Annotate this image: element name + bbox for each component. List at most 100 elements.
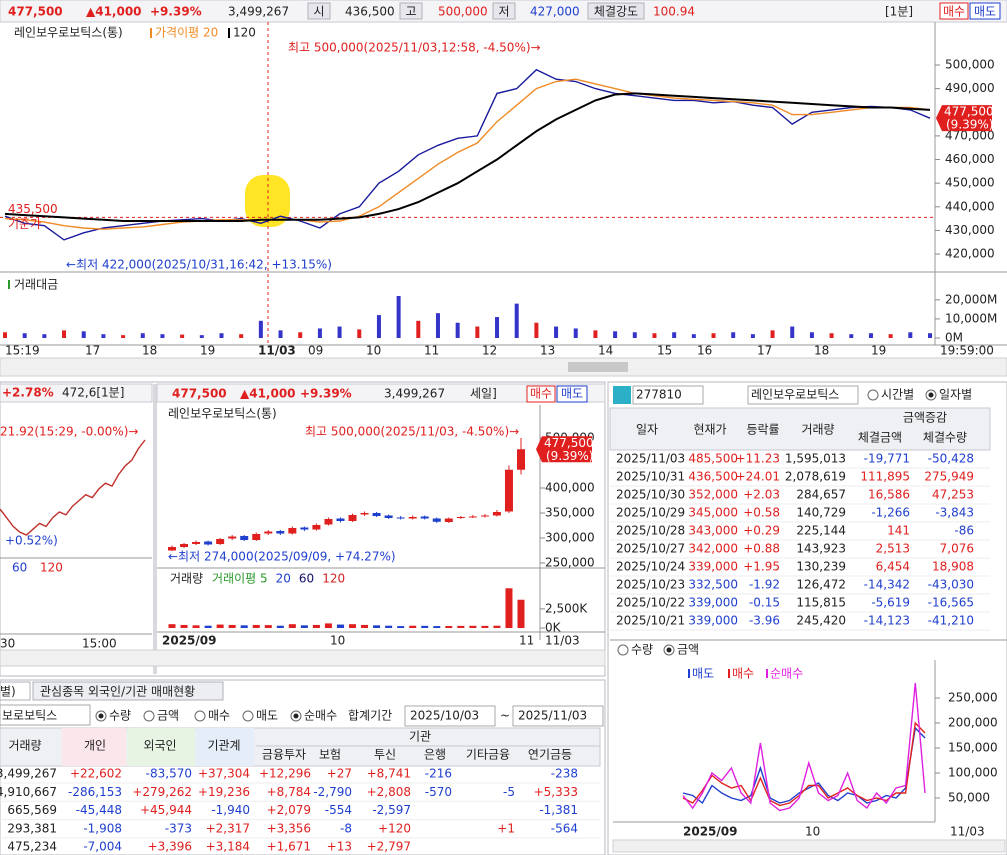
volume-bar [445,626,453,628]
label[interactable]: 일자별 [939,388,972,402]
volume-bar [239,334,244,338]
scroll-thumb[interactable] [568,362,628,372]
legend-entry: 가격이평 20 [155,26,218,40]
label: 세일] [470,387,497,401]
volume-bar [672,332,677,338]
scrollbar[interactable] [0,649,606,667]
cell: +0.88 [743,542,780,556]
label[interactable]: 매도 [561,387,583,401]
label[interactable]: 2025/10/03 [410,709,479,723]
cell: +279,262 [132,785,192,799]
cell: +37,304 [198,767,250,781]
code-input[interactable] [632,385,704,405]
cell: +45,944 [140,803,192,817]
cell: +120 [378,821,411,835]
buy-button[interactable] [526,385,556,403]
candle-body [372,513,381,516]
legend-entry: 거래이평 5 [212,572,268,586]
column-header: 일자 [636,423,658,437]
radio[interactable] [194,710,206,722]
y-tick-label: 460,000 [945,152,995,166]
label: 472,6[1분] [62,386,124,400]
label[interactable]: 매도 [974,5,996,19]
label[interactable]: 시간별 [881,388,914,402]
candle-body [264,531,273,534]
volume-bar [298,332,303,338]
label: 477,500 [944,105,994,119]
column-header: 은행 [424,747,446,762]
cell: -0.15 [749,596,780,610]
cell: 485,500 [688,452,738,466]
y-tick-label: 300,000 [545,531,595,545]
label[interactable]: 관심종목 외국인/기관 매매현황 [40,685,195,699]
cell: -5 [503,785,515,799]
radio[interactable] [867,389,879,401]
cell: -564 [551,821,578,835]
panel-header [0,383,153,403]
tab[interactable] [0,681,31,701]
volume-bar [632,332,637,338]
cell: 339,000 [688,560,738,574]
x-tick-label: 13 [540,344,555,358]
legend-swatch [150,28,152,38]
label[interactable]: 매수 [943,5,965,19]
scrollbar[interactable] [612,839,1006,853]
candle-body [480,515,489,517]
cell: 18,908 [932,560,974,574]
header-cell [127,728,195,766]
sell-button[interactable] [969,2,1001,20]
y-tick-label: 0K [545,621,562,635]
label: ~ [500,709,510,723]
label[interactable]: 매수 [208,709,230,723]
cell: 2,513 [876,542,910,556]
volume-bar [336,624,344,628]
tab[interactable] [32,681,224,701]
volume-bar [385,625,393,628]
label: +9.39% [300,387,352,401]
scrollbar[interactable] [0,357,1007,377]
candle-body [348,515,357,521]
volume-bar [361,624,369,628]
volume-bar [324,623,332,628]
label[interactable]: 매수 [530,387,552,401]
legend-swatch [766,669,768,678]
x-tick-label: 15:19 [5,344,40,358]
chart-title: 레인보우로보틱스(통) [168,407,277,421]
label[interactable]: 금액 [677,643,699,657]
label[interactable]: 순매수 [304,709,337,723]
cell: +1.95 [743,560,780,574]
volume-bar [469,625,477,628]
volume-bar [475,326,480,338]
radio[interactable] [242,710,254,722]
label[interactable]: 수량 [109,709,131,723]
cell: +2,079 [267,803,311,817]
label[interactable]: 수량 [631,643,653,657]
x-tick-label: 15 [657,344,672,358]
cell: 245,420 [796,614,846,628]
date-input[interactable] [512,705,604,727]
column-header: 개인 [84,739,106,753]
radio[interactable] [617,644,629,656]
radio[interactable] [143,710,155,722]
legend-entry: 60 [12,561,27,575]
volume-bar [252,624,260,628]
label[interactable]: 매도 [256,709,278,723]
volume-bar [204,625,212,628]
label[interactable]: 277810 [636,388,682,402]
buy-button[interactable] [939,2,969,20]
label: ▲41,000 [240,387,296,401]
y-tick-label: 2,500K [545,601,588,615]
cell: -16,565 [928,596,974,610]
label[interactable]: 별) [0,685,16,699]
label[interactable]: 금액 [157,709,179,723]
label[interactable]: 2025/11/03 [518,709,587,723]
volume-bar [42,334,47,338]
legend-entry: 120 [40,561,63,575]
cell: -14,342 [864,578,910,592]
column-header: 현재가 [693,423,726,437]
y-tick-label: 100,000 [948,766,998,780]
annotation: 최고 500,000(2025/11/03, -4.50%)→ [305,425,519,439]
date-input[interactable] [404,705,496,727]
sell-button[interactable] [556,385,588,403]
stock-field [0,704,91,726]
